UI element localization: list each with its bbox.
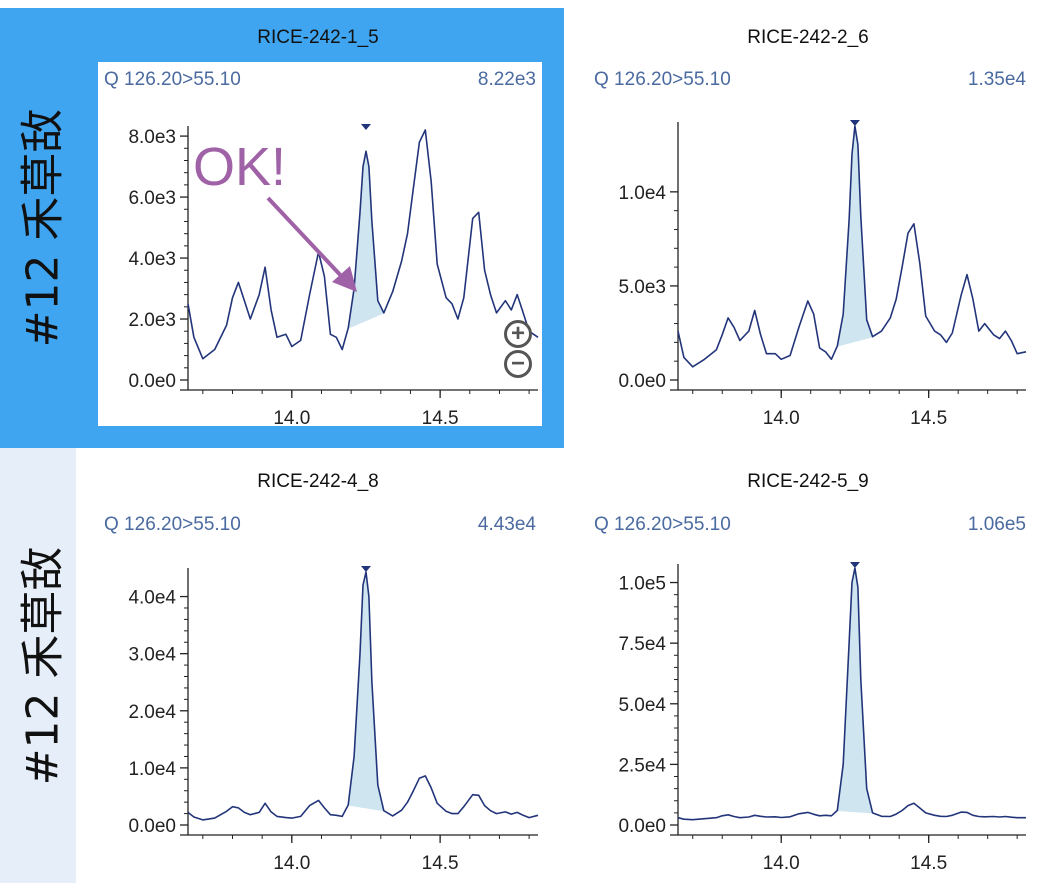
x-tick-label: 14.5 bbox=[422, 853, 459, 874]
zoom-in-icon[interactable]: + bbox=[504, 320, 532, 348]
y-tick-label: 0.0e0 bbox=[618, 816, 666, 837]
panel-2-title: RICE-242-2_6 bbox=[747, 27, 869, 48]
y-tick-label: 0.0e0 bbox=[128, 816, 176, 837]
row-label-2: #12 禾草敌 bbox=[0, 448, 76, 883]
arrow-shaft bbox=[266, 196, 347, 282]
y-tick-label: 2.0e3 bbox=[128, 310, 176, 331]
panel-4-transition: Q 126.20>55.10 bbox=[594, 514, 731, 535]
panel-2-max: 1.35e4 bbox=[967, 69, 1026, 90]
panel-3-max: 4.43e4 bbox=[477, 514, 536, 535]
panel-3-title: RICE-242-4_8 bbox=[257, 471, 379, 492]
y-tick-label: 1.0e5 bbox=[618, 574, 666, 595]
x-tick-label: 14.5 bbox=[910, 408, 947, 429]
y-tick-label: 0.0e0 bbox=[618, 371, 666, 392]
panel-2-transition: Q 126.20>55.10 bbox=[594, 69, 731, 90]
panel-1-title: RICE-242-1_5 bbox=[257, 27, 379, 48]
peak-apex-marker bbox=[849, 120, 860, 126]
y-tick-label: 8.0e3 bbox=[128, 127, 176, 148]
y-tick-label: 2.5e4 bbox=[618, 755, 666, 776]
y-tick-label: 5.0e3 bbox=[618, 277, 666, 298]
chromatogram-trace bbox=[677, 567, 1026, 821]
y-tick-label: 3.0e4 bbox=[128, 645, 176, 666]
y-tick-label: 7.5e4 bbox=[618, 634, 666, 655]
x-tick-label: 14.0 bbox=[273, 408, 310, 429]
peak-area bbox=[837, 126, 873, 347]
panel-1-max: 8.22e3 bbox=[477, 69, 536, 90]
x-tick-label: 14.5 bbox=[422, 408, 459, 429]
y-tick-label: 2.0e4 bbox=[128, 702, 176, 723]
x-tick-label: 14.0 bbox=[763, 408, 800, 429]
peak-area bbox=[348, 572, 384, 811]
y-tick-label: 1.0e4 bbox=[618, 183, 666, 204]
ok-annotation: OK! bbox=[193, 137, 287, 197]
chromatogram-trace bbox=[187, 129, 539, 360]
x-tick-label: 14.0 bbox=[273, 853, 310, 874]
peak-baseline bbox=[348, 804, 384, 812]
peak-baseline bbox=[837, 809, 873, 814]
panel-4-title: RICE-242-5_9 bbox=[747, 471, 869, 492]
x-tick-label: 14.0 bbox=[763, 853, 800, 874]
peak-area bbox=[837, 568, 873, 813]
peak-area bbox=[348, 151, 384, 329]
chromatogram-trace bbox=[187, 571, 539, 821]
panel-1-transition: Q 126.20>55.10 bbox=[104, 69, 241, 90]
y-tick-label: 4.0e4 bbox=[128, 588, 176, 609]
y-tick-label: 1.0e4 bbox=[128, 759, 176, 780]
y-tick-label: 6.0e3 bbox=[128, 188, 176, 209]
y-tick-label: 4.0e3 bbox=[128, 249, 176, 270]
y-tick-label: 5.0e4 bbox=[618, 695, 666, 716]
row-label-1: #12 禾草敌 bbox=[0, 8, 76, 448]
panel-3-transition: Q 126.20>55.10 bbox=[104, 514, 241, 535]
peak-apex-marker bbox=[360, 124, 371, 130]
arrow-head bbox=[332, 266, 357, 292]
x-tick-label: 14.5 bbox=[910, 853, 947, 874]
y-tick-label: 0.0e0 bbox=[128, 371, 176, 392]
peak-baseline bbox=[837, 336, 873, 347]
panel-4-max: 1.06e5 bbox=[967, 514, 1026, 535]
selected-panel-plot-area[interactable] bbox=[98, 62, 542, 426]
peak-apex-marker bbox=[849, 562, 860, 568]
zoom-out-icon[interactable]: − bbox=[504, 350, 532, 378]
chromatogram-trace bbox=[677, 125, 1027, 368]
zoom-controls[interactable]: + − bbox=[504, 320, 538, 384]
peak-baseline bbox=[347, 312, 384, 329]
peak-apex-marker bbox=[360, 566, 371, 572]
